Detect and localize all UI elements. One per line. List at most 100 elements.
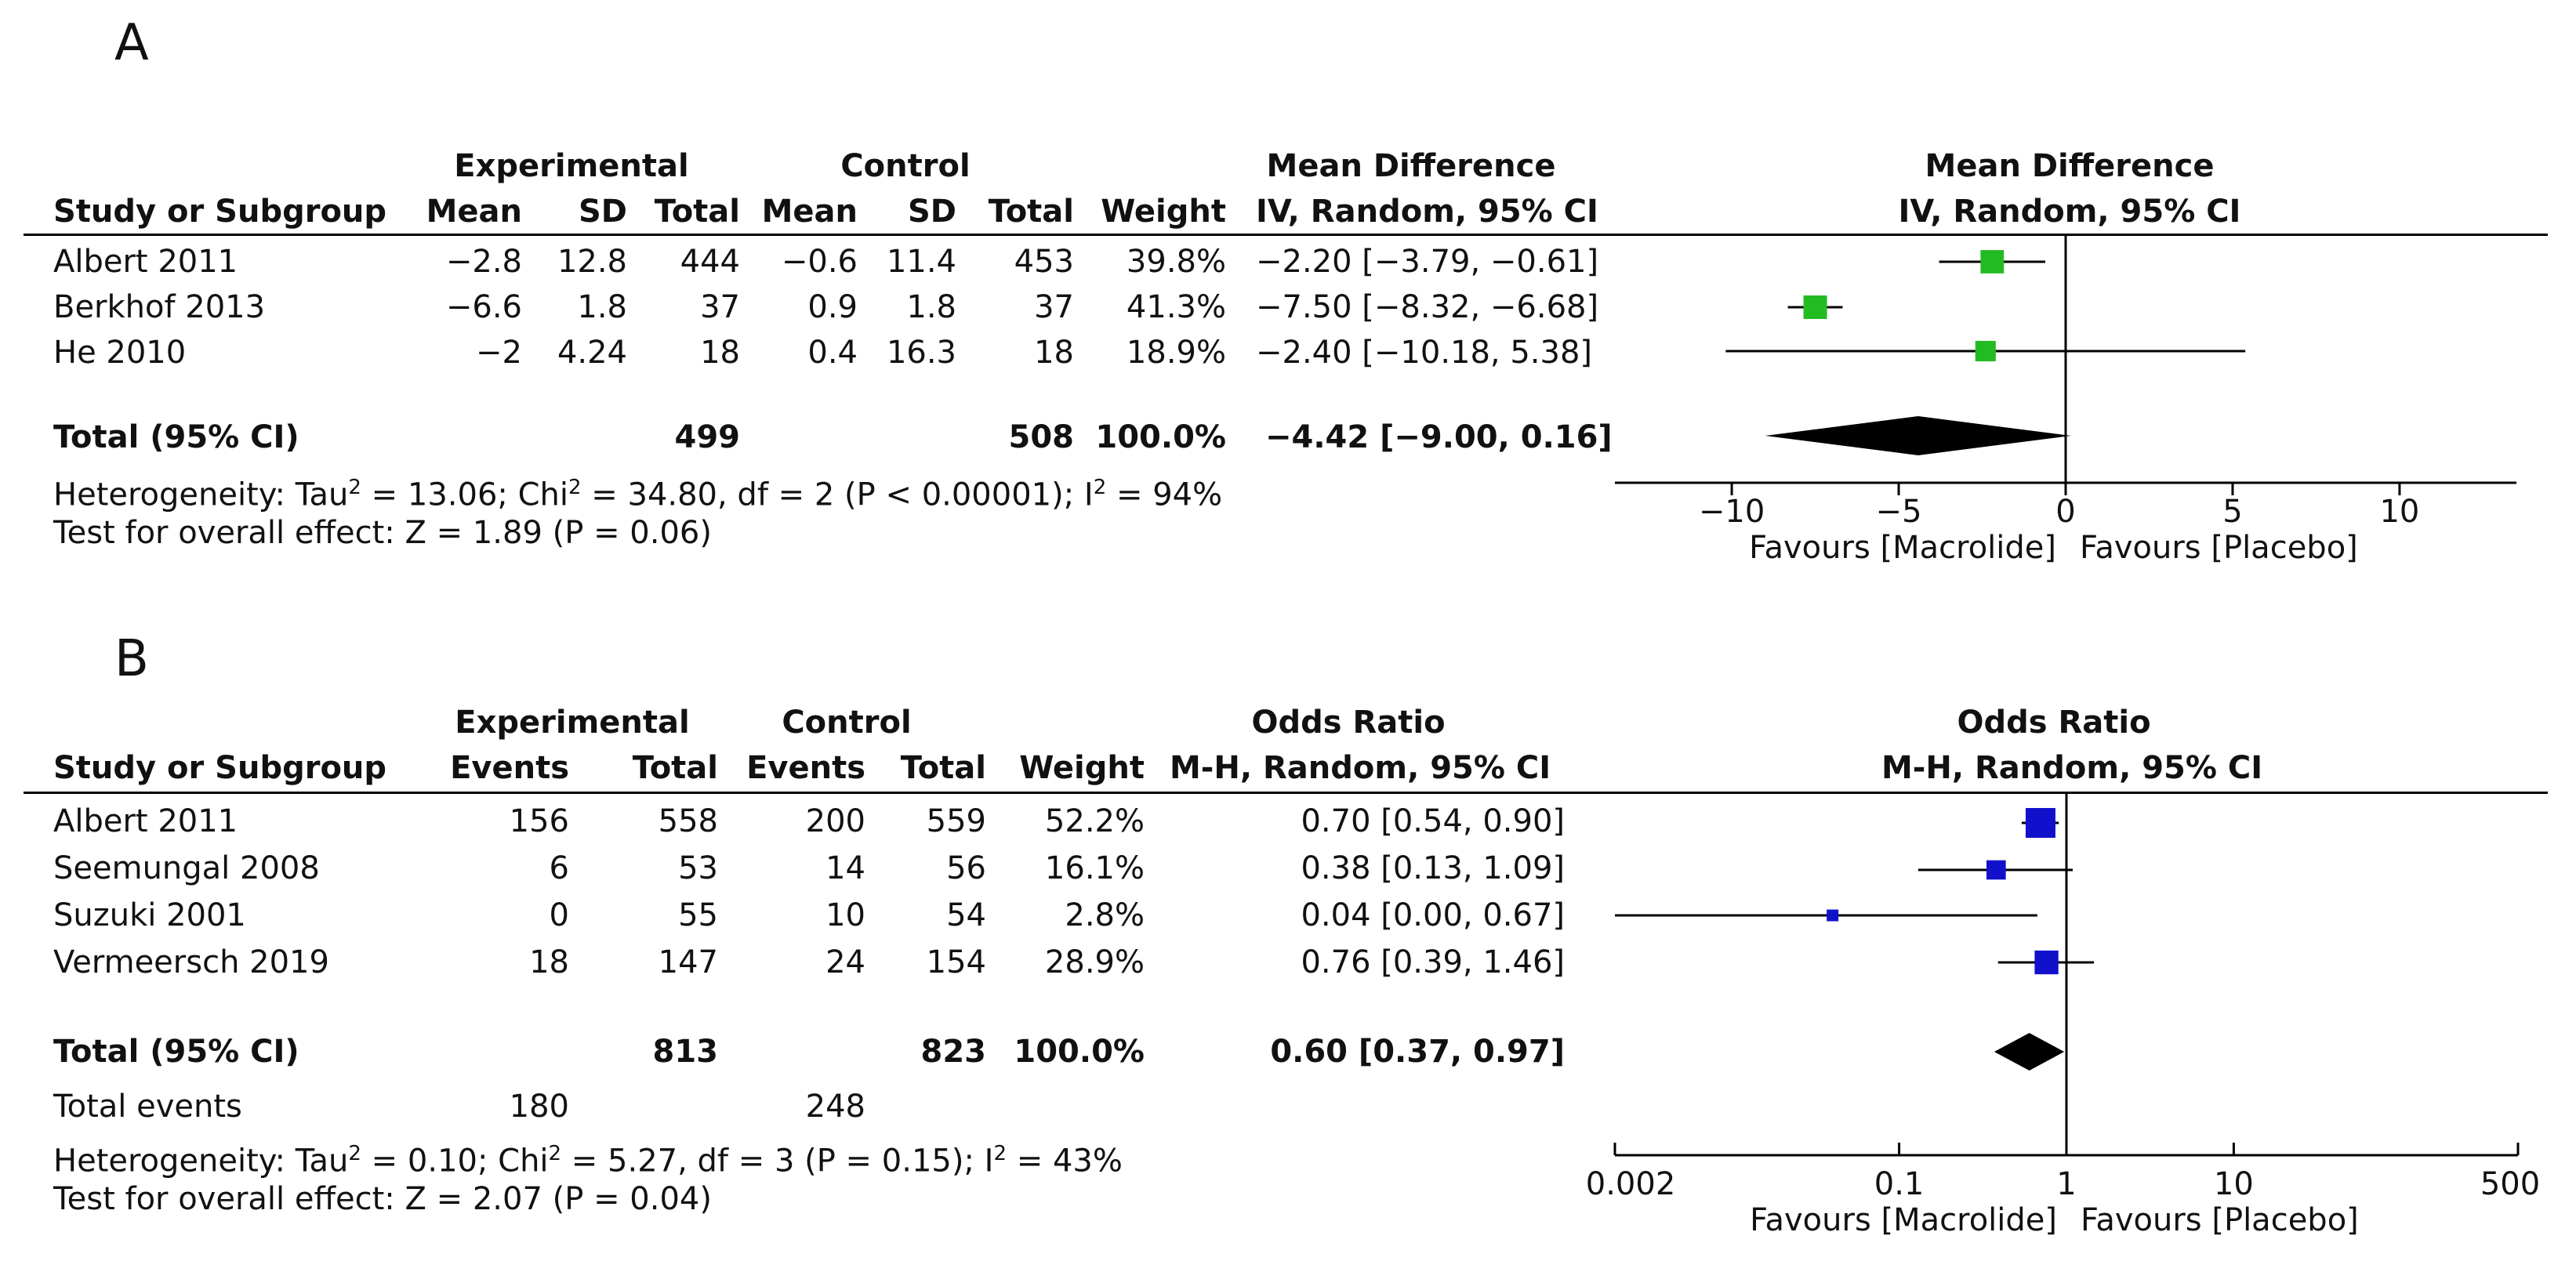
x-tick-label-3: 1 [2056,1166,2076,1202]
x-tick-label-4: 5 [2222,494,2242,530]
b-header-effect-title: Odds Ratio [1251,705,1446,741]
b-row3-e-events: 0 [549,897,569,933]
x-tick-label-5: 500 [2480,1166,2540,1202]
study-marker-1 [1980,250,2005,274]
b-plot-header-title: Odds Ratio [1957,705,2151,741]
b-row3-c-total: 54 [946,897,986,933]
a-header-method: IV, Random, 95% CI [1256,194,1598,230]
b-row2-c-total: 56 [946,850,986,886]
favours-left-label: Favours [Macrolide] [1750,1202,2057,1238]
b-row2-e-events: 6 [549,850,569,886]
b-total-weight: 100.0% [1014,1034,1145,1070]
study-marker-3 [1975,340,1996,362]
b-overall-effect: Test for overall effect: Z = 2.07 (P = 0… [53,1181,712,1217]
a-total-label: Total (95% CI) [53,419,299,455]
a-row2-c-mean: 0.9 [807,289,858,325]
a-header-weight: Weight [1101,194,1226,230]
a-header-e-sd: SD [578,194,627,230]
a-total-weight: 100.0% [1095,419,1226,455]
study-marker-3 [1827,909,1839,922]
b-header-method: M-H, Random, 95% CI [1170,750,1551,786]
a-row3-c-total: 18 [1034,335,1074,371]
b-header-study: Study or Subgroup [53,750,387,786]
b-header-rule [24,792,2548,794]
b-row3-weight: 2.8% [1065,897,1145,933]
b-header-e-total: Total [632,750,718,786]
a-header-e-mean: Mean [426,194,522,230]
a-row1-c-sd: 11.4 [886,244,956,280]
favours-right-label: Favours [Placebo] [2081,1202,2359,1238]
a-row1-c-total: 453 [1014,244,1074,280]
a-row3-e-sd: 4.24 [557,335,627,371]
study-marker-1 [2025,808,2055,838]
b-row4-study: Vermeersch 2019 [53,944,329,980]
x-tick-label-2: 0.1 [1874,1166,1925,1202]
x-tick-label-4: 10 [2214,1166,2254,1202]
b-row1-c-events: 200 [805,803,865,839]
b-total-events-c: 248 [805,1089,865,1125]
a-row1-weight: 39.8% [1126,244,1226,280]
b-row4-ci: 0.76 [0.39, 1.46] [1301,944,1565,980]
b-header-e-events: Events [450,750,569,786]
b-total-label: Total (95% CI) [53,1034,299,1070]
b-row2-ci: 0.38 [0.13, 1.09] [1301,850,1565,886]
x-tick-label-2: −5 [1876,494,1922,530]
b-row4-c-total: 154 [926,944,986,980]
a-row3-e-mean: −2 [476,335,522,371]
a-row1-ci: −2.20 [−3.79, −0.61] [1256,244,1599,280]
b-header-control: Control [782,705,912,741]
pooled-diamond [1994,1033,2065,1071]
b-total-events-label: Total events [53,1089,242,1125]
b-header-weight: Weight [1019,750,1145,786]
a-row2-study: Berkhof 2013 [53,289,266,325]
pooled-diamond [1765,416,2071,455]
b-total-events-e: 180 [509,1089,569,1125]
a-row1-e-mean: −2.8 [445,244,522,280]
b-row1-e-total: 558 [658,803,718,839]
study-marker-2 [1986,860,2006,880]
b-row1-ci: 0.70 [0.54, 0.90] [1301,803,1565,839]
forest-plot-b: 0.002 0.1 1 10 500 Favours [Macrolide] Favours… [1586,793,2540,1238]
forest-plot-a: −10 −5 0 5 10 Favours [Macrolide] Favours [Pla… [1615,235,2516,566]
a-row3-c-mean: 0.4 [807,335,858,371]
b-row3-e-total: 55 [678,897,718,933]
study-marker-2 [1803,295,1827,319]
a-header-control: Control [840,148,971,184]
b-row2-e-total: 53 [678,850,718,886]
x-tick-label-1: −10 [1699,494,1765,530]
panel-b-letter: B [114,630,149,688]
a-header-experimental: Experimental [454,148,689,184]
b-total-ci: 0.60 [0.37, 0.97] [1270,1034,1565,1070]
x-tick-label-5: 10 [2379,494,2419,530]
a-total-e-total: 499 [674,419,741,455]
b-heterogeneity: Heterogeneity: Tau2 = 0.10; Chi2 = 5.27,… [53,1142,1123,1179]
favours-left-label: Favours [Macrolide] [1749,530,2056,566]
b-header-c-events: Events [746,750,865,786]
b-row3-study: Suzuki 2001 [53,897,246,933]
b-row2-weight: 16.1% [1044,850,1145,886]
b-row4-e-total: 147 [658,944,718,980]
a-row1-e-sd: 12.8 [557,244,627,280]
a-row2-e-total: 37 [700,289,740,325]
b-total-e-total: 813 [652,1034,719,1070]
x-tick-label-3: 0 [2055,494,2075,530]
a-header-e-total: Total [654,194,740,230]
a-header-rule [24,234,2548,236]
a-heterogeneity: Heterogeneity: Tau2 = 13.06; Chi2 = 34.8… [53,476,1223,513]
a-row2-c-sd: 1.8 [906,289,956,325]
b-total-c-total: 823 [920,1034,987,1070]
x-tick-label-1: 0.002 [1586,1166,1676,1202]
a-header-c-mean: Mean [761,194,858,230]
b-row1-study: Albert 2011 [53,803,238,839]
b-row1-c-total: 559 [926,803,986,839]
a-row2-e-mean: −6.6 [445,289,522,325]
a-row2-ci: −7.50 [−8.32, −6.68] [1256,289,1599,325]
favours-right-label: Favours [Placebo] [2080,530,2358,566]
a-total-ci: −4.42 [−9.00, 0.16] [1265,419,1613,455]
b-header-c-total: Total [900,750,986,786]
a-plot-header-title: Mean Difference [1925,148,2215,184]
b-row3-c-events: 10 [825,897,865,933]
a-row3-e-total: 18 [700,335,740,371]
a-total-c-total: 508 [1008,419,1075,455]
study-marker-4 [2034,950,2059,975]
